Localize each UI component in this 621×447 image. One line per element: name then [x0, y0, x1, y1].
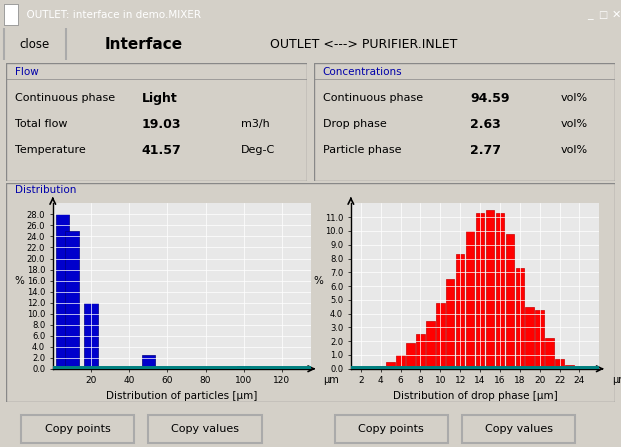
FancyBboxPatch shape: [462, 415, 575, 443]
Text: 94.59: 94.59: [470, 92, 510, 105]
Text: close: close: [20, 38, 50, 51]
Bar: [436, 303, 445, 369]
Bar: [142, 355, 155, 369]
Text: ✕: ✕: [611, 9, 620, 20]
Bar: [575, 367, 584, 369]
Text: Drop phase: Drop phase: [323, 119, 386, 129]
Bar: [525, 307, 534, 369]
Bar: [456, 254, 465, 369]
Text: □: □: [599, 9, 607, 20]
FancyBboxPatch shape: [335, 415, 448, 443]
Text: Continuous phase: Continuous phase: [16, 93, 116, 103]
Text: m3/h: m3/h: [241, 119, 270, 129]
Bar: [4, 4, 18, 25]
Text: Copy points: Copy points: [45, 424, 111, 434]
X-axis label: Distribution of particles [μm]: Distribution of particles [μm]: [106, 391, 257, 401]
Bar: [406, 342, 415, 369]
FancyBboxPatch shape: [6, 63, 307, 181]
Bar: [84, 303, 97, 369]
Bar: [505, 234, 514, 369]
Text: μm: μm: [324, 375, 339, 385]
Text: vol%: vol%: [561, 145, 587, 155]
Bar: [237, 366, 250, 369]
Y-axis label: %: %: [313, 276, 323, 286]
Bar: [376, 366, 385, 369]
FancyBboxPatch shape: [4, 0, 66, 89]
Y-axis label: %: %: [15, 276, 25, 286]
Bar: [396, 355, 405, 369]
Bar: [466, 231, 474, 369]
Text: 2.63: 2.63: [470, 118, 501, 131]
X-axis label: Distribution of drop phase [μm]: Distribution of drop phase [μm]: [392, 391, 558, 401]
Bar: [555, 359, 564, 369]
Bar: [515, 268, 524, 369]
Text: vol%: vol%: [561, 93, 587, 103]
Text: OUTLET: interface in demo.MIXER: OUTLET: interface in demo.MIXER: [20, 9, 201, 20]
Text: OUTLET <---> PURIFIER.INLET: OUTLET <---> PURIFIER.INLET: [270, 38, 458, 51]
Text: Copy points: Copy points: [358, 424, 424, 434]
Text: 19.03: 19.03: [142, 118, 181, 131]
Bar: [535, 309, 544, 369]
FancyBboxPatch shape: [6, 183, 615, 402]
Text: _: _: [587, 9, 593, 20]
Text: Flow: Flow: [16, 67, 39, 77]
Text: Copy values: Copy values: [484, 424, 553, 434]
FancyBboxPatch shape: [21, 415, 134, 443]
Text: vol%: vol%: [561, 119, 587, 129]
Bar: [65, 231, 78, 369]
Bar: [366, 367, 375, 369]
Text: 2.77: 2.77: [470, 144, 501, 157]
Bar: [356, 368, 365, 369]
Text: Interface: Interface: [105, 37, 183, 52]
Bar: [496, 213, 504, 369]
Text: Continuous phase: Continuous phase: [323, 93, 423, 103]
FancyBboxPatch shape: [314, 63, 615, 181]
Text: μm: μm: [612, 375, 621, 385]
Bar: [275, 368, 289, 369]
Text: Concentrations: Concentrations: [323, 67, 402, 77]
Bar: [386, 362, 395, 369]
Bar: [486, 210, 494, 369]
Text: 41.57: 41.57: [142, 144, 181, 157]
Bar: [476, 213, 484, 369]
Text: Distribution: Distribution: [16, 185, 77, 195]
Text: Copy values: Copy values: [171, 424, 239, 434]
Text: Light: Light: [142, 92, 178, 105]
Bar: [545, 338, 554, 369]
Text: Deg-C: Deg-C: [241, 145, 275, 155]
Bar: [565, 365, 574, 369]
Text: Temperature: Temperature: [16, 145, 86, 155]
Bar: [446, 279, 455, 369]
Text: Particle phase: Particle phase: [323, 145, 401, 155]
Text: Total flow: Total flow: [16, 119, 68, 129]
Bar: [56, 215, 69, 369]
FancyBboxPatch shape: [148, 415, 261, 443]
Bar: [416, 334, 425, 369]
Bar: [426, 320, 435, 369]
